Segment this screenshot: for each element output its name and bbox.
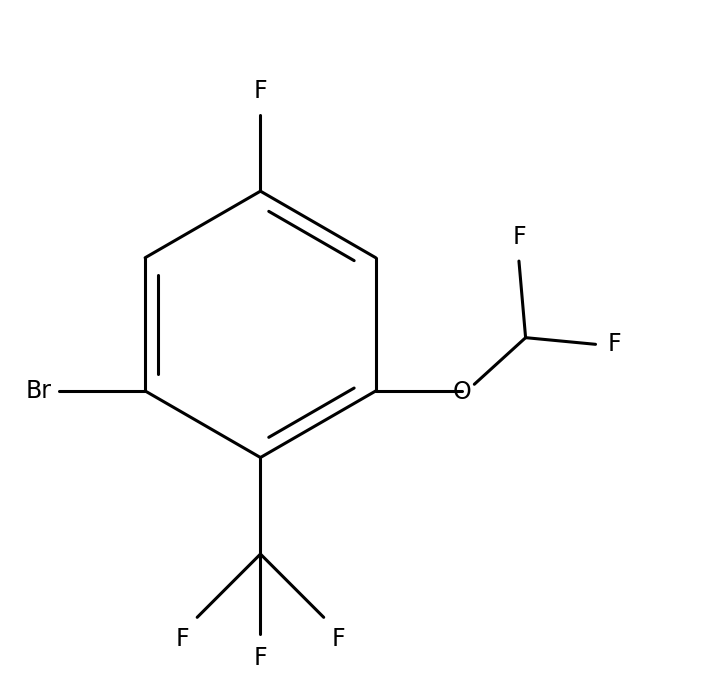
Text: F: F (332, 627, 346, 651)
Text: F: F (176, 627, 189, 651)
Text: F: F (253, 646, 267, 670)
Text: Br: Br (26, 379, 52, 403)
Text: O: O (453, 381, 472, 404)
Text: F: F (253, 78, 267, 103)
Text: F: F (512, 225, 526, 249)
Text: F: F (608, 333, 621, 356)
